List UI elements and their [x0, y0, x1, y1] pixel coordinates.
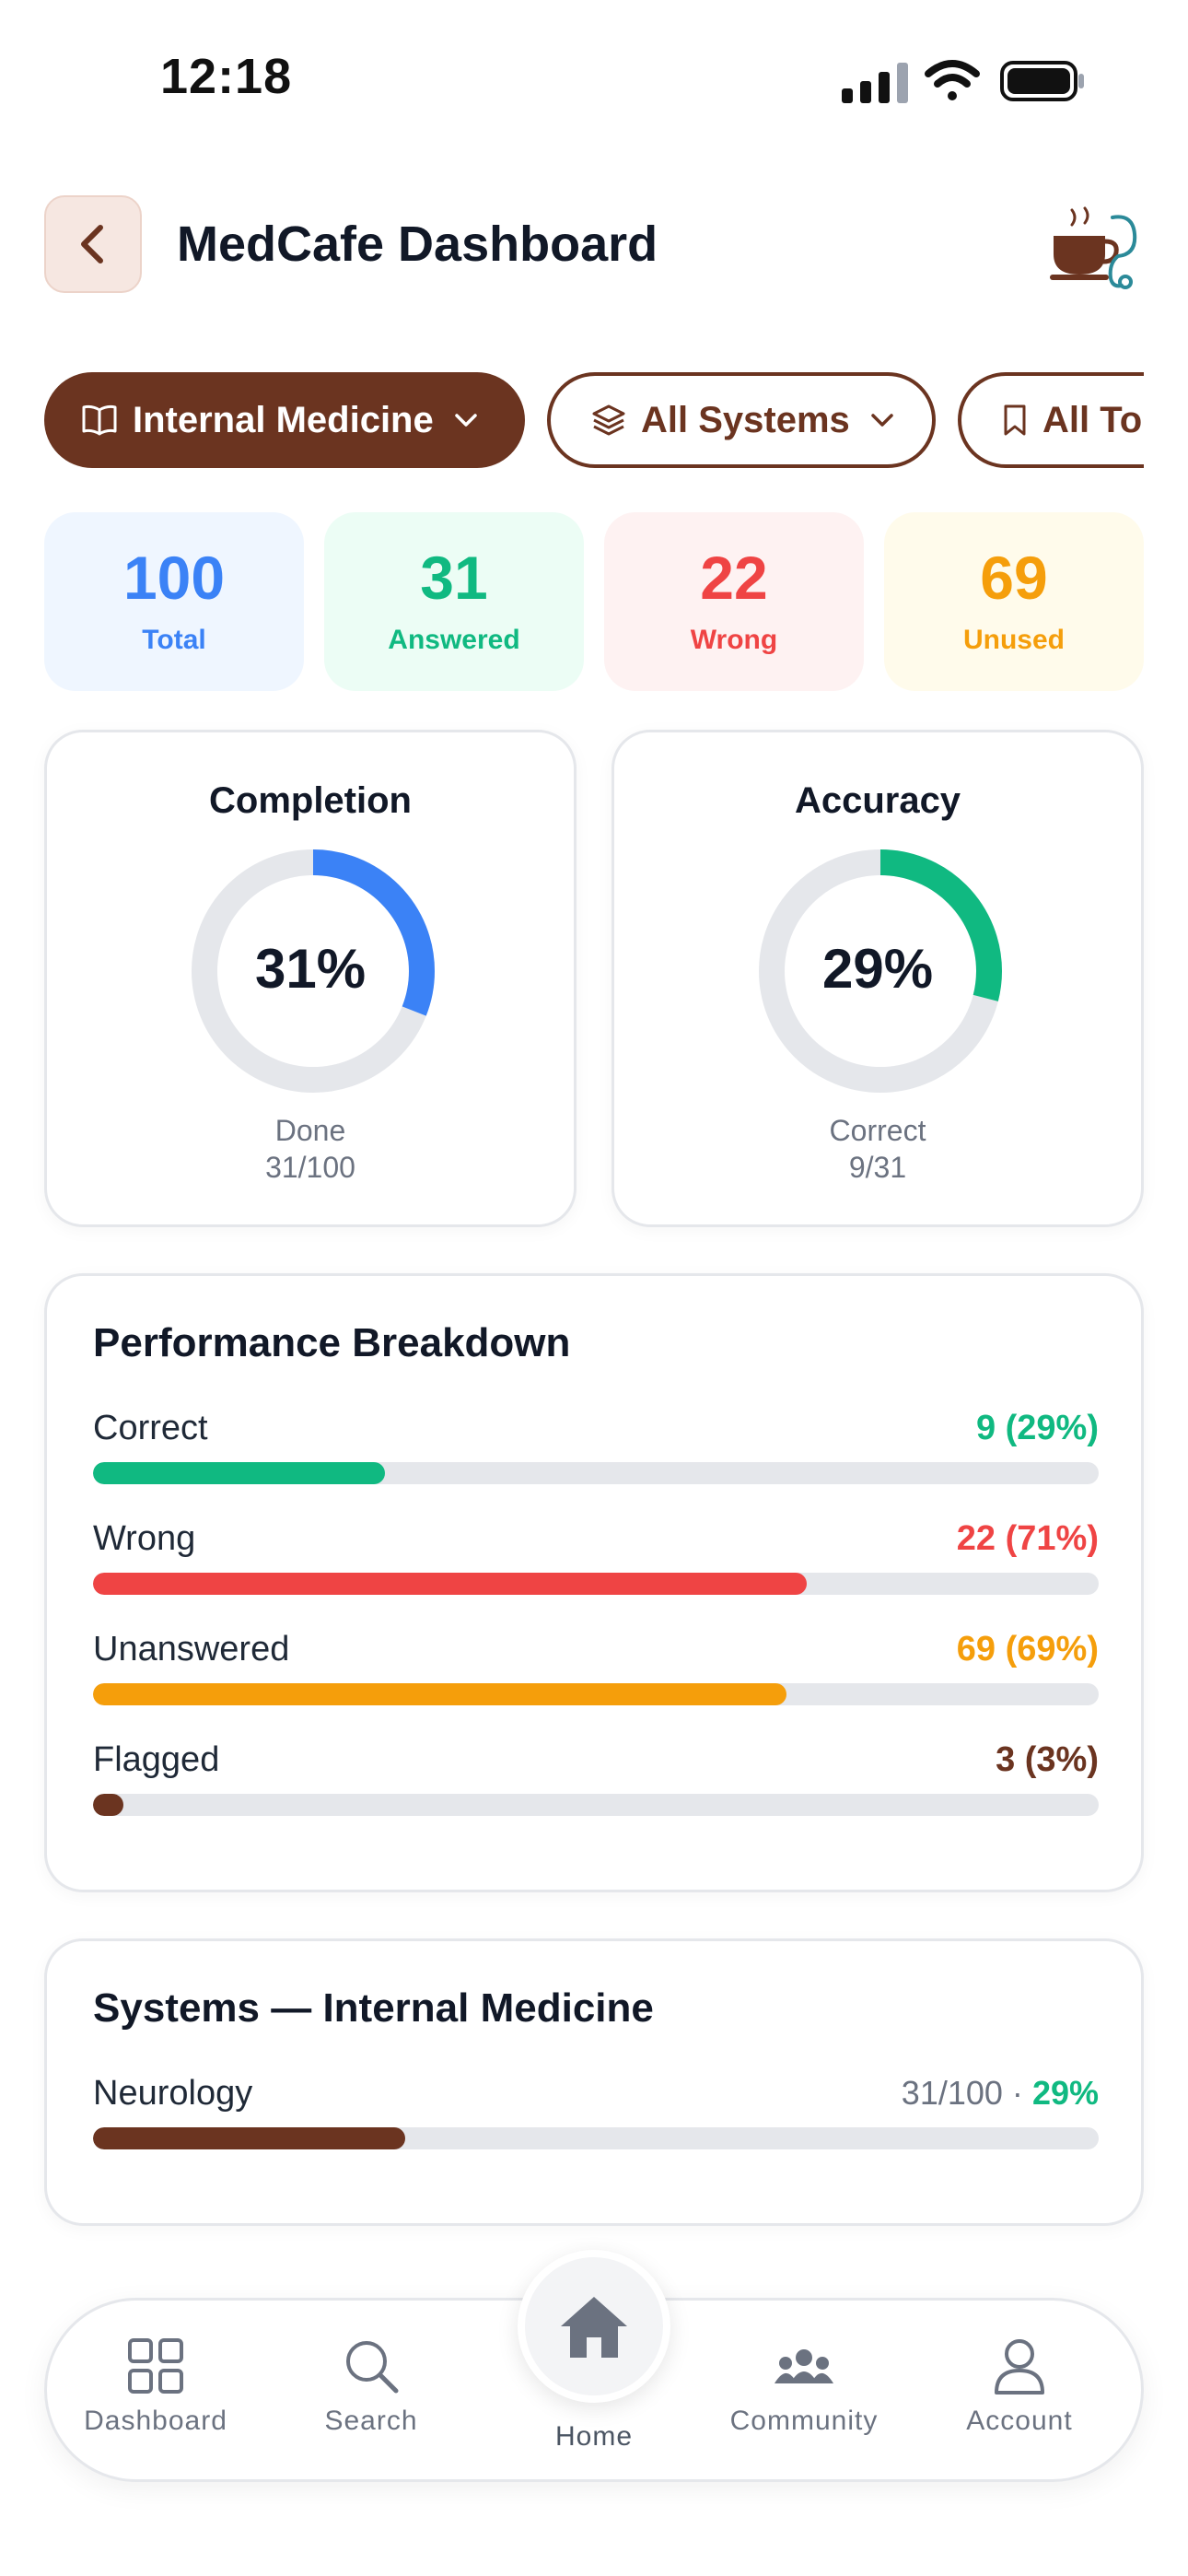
stat-label: Wrong [690, 625, 778, 655]
completion-title: Completion [209, 780, 412, 821]
bar-track [93, 1462, 1099, 1484]
nav-home-label: Home [554, 2421, 634, 2452]
nav-label: Community [729, 2406, 879, 2436]
bar-track [93, 1683, 1099, 1705]
nav-dashboard[interactable]: Dashboard [64, 2337, 248, 2437]
bar-track [93, 2127, 1099, 2149]
bar-value: 69 (69%) [956, 1630, 1099, 1669]
subject-filter-label: Internal Medicine [133, 399, 434, 440]
topics-filter-chip[interactable]: All Topics [958, 372, 1144, 468]
subject-filter-chip[interactable]: Internal Medicine [44, 372, 525, 468]
bar-fill [93, 1462, 385, 1484]
chevron-down-icon [871, 414, 893, 427]
performance-row-flagged: Flagged 3 (3%) [93, 1740, 1099, 1823]
stat-value: 69 [980, 544, 1048, 612]
nav-search[interactable]: Search [279, 2337, 463, 2437]
stat-label: Unused [962, 625, 1065, 655]
performance-row-unanswered: Unanswered 69 (69%) [93, 1630, 1099, 1713]
system-separator: · [1011, 2074, 1023, 2112]
layers-icon [592, 404, 625, 436]
bar-label: Correct [93, 1409, 208, 1447]
completion-card: Completion 31% Done 31/100 [44, 730, 577, 1227]
home-icon [561, 2297, 627, 2358]
battery-icon [1000, 61, 1084, 101]
systems-card: Systems — Internal Medicine Neurology 31… [44, 1938, 1144, 2226]
stat-total: 100 Total [44, 512, 304, 691]
accuracy-sub-value: 9/31 [848, 1151, 907, 1184]
search-icon [346, 2341, 399, 2394]
bar-track [93, 1573, 1099, 1595]
nav-community[interactable]: Community [712, 2337, 896, 2437]
completion-subtitle: Done 31/100 [47, 1112, 574, 1186]
system-stats: 31/100 · 29% [902, 2074, 1099, 2113]
page-title: MedCafe Dashboard [177, 217, 658, 272]
accuracy-ring-fill [759, 849, 1002, 1093]
performance-row-correct: Correct 9 (29%) [93, 1409, 1099, 1492]
bar-fill [93, 2127, 405, 2149]
stat-label: Answered [388, 625, 520, 655]
bar-label: Wrong [93, 1519, 196, 1558]
completion-value: 31% [254, 938, 367, 1000]
book-icon [82, 404, 117, 436]
completion-sub-value: 31/100 [265, 1151, 355, 1184]
topics-filter-label: All Topics [1042, 399, 1144, 440]
stat-wrong: 22 Wrong [604, 512, 864, 691]
nav-label: Search [324, 2406, 418, 2436]
stat-unused: 69 Unused [884, 512, 1144, 691]
stat-value: 100 [122, 544, 226, 612]
system-row-neurology[interactable]: Neurology 31/100 · 29% [93, 2074, 1099, 2157]
stat-value: 31 [420, 544, 488, 612]
completion-sub-label: Done [274, 1114, 346, 1147]
stat-answered: 31 Answered [324, 512, 584, 691]
community-icon [775, 2349, 833, 2383]
chevron-left-icon [81, 225, 103, 263]
performance-title: Performance Breakdown [93, 1320, 571, 1365]
nav-label: Dashboard [84, 2406, 227, 2436]
status-time: 12:18 [160, 49, 293, 104]
nav-label: Account [966, 2406, 1073, 2436]
bar-track [93, 1794, 1099, 1816]
bar-fill [93, 1683, 787, 1705]
chevron-down-icon [455, 414, 477, 427]
grid-icon [128, 2338, 183, 2394]
accuracy-subtitle: Correct 9/31 [614, 1112, 1141, 1186]
bar-label: Unanswered [93, 1630, 290, 1669]
filter-bar: Internal Medicine All Systems All Topics [0, 359, 1144, 479]
bar-fill [93, 1794, 123, 1816]
bar-fill [93, 1573, 808, 1595]
user-icon [995, 2339, 1044, 2395]
accuracy-title: Accuracy [794, 780, 961, 821]
stat-value: 22 [700, 544, 768, 612]
bar-value: 22 (71%) [956, 1519, 1099, 1558]
bar-value: 3 (3%) [996, 1740, 1099, 1779]
systems-filter-label: All Systems [641, 399, 850, 440]
bar-label: Flagged [93, 1740, 220, 1779]
performance-card: Performance Breakdown Correct 9 (29%) Wr… [44, 1273, 1144, 1892]
accuracy-value: 29% [821, 938, 934, 1000]
nav-account[interactable]: Account [927, 2337, 1112, 2437]
status-icons [842, 60, 1084, 103]
cellular-signal-icon [842, 63, 908, 103]
back-button[interactable] [44, 195, 142, 293]
wifi-icon [925, 60, 980, 100]
accuracy-sub-label: Correct [829, 1114, 926, 1147]
accuracy-ring [759, 849, 1002, 1093]
completion-ring-fill [192, 849, 435, 1093]
systems-filter-chip[interactable]: All Systems [547, 372, 936, 468]
bar-value: 9 (29%) [975, 1409, 1099, 1447]
performance-row-wrong: Wrong 22 (71%) [93, 1519, 1099, 1602]
accuracy-card: Accuracy 29% Correct 9/31 [611, 730, 1144, 1227]
system-percent: 29% [1031, 2074, 1099, 2112]
coffee-stethoscope-icon [1050, 206, 1137, 289]
system-label: Neurology [93, 2074, 253, 2113]
systems-title: Systems — Internal Medicine [93, 1985, 654, 2031]
bookmark-icon [1004, 404, 1026, 436]
nav-home[interactable] [518, 2250, 670, 2403]
stat-label: Total [142, 625, 206, 655]
system-count: 31/100 [901, 2074, 1003, 2112]
completion-ring [192, 849, 435, 1093]
